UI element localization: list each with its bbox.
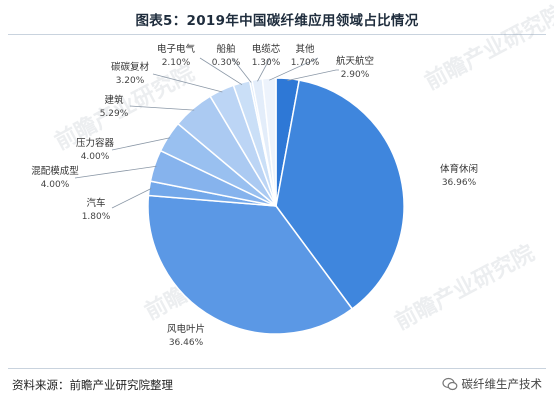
slice-label-0: 航天航空 [336,55,374,67]
leader-line-3 [111,188,152,209]
slice-label-9: 船舶 [216,43,235,55]
watermark-2: 前瞻产业研究院 [421,0,554,95]
title-divider [8,34,546,35]
slice-label-7: 碳碳复材 [111,61,150,73]
slice-label-10: 电缆芯 [252,43,281,55]
leader-line-6 [129,105,195,111]
wechat-credit: 碳纤维生产技术 [441,376,543,392]
slice-value-5: 4.00% [81,152,110,162]
slice-label-6: 建筑 [104,94,124,106]
pie-slice-11 [261,77,277,207]
title-bar: 图表5：2019年中国碳纤维应用领域占比情况 [0,0,554,36]
leader-line-8 [199,57,243,86]
slice-value-6: 5.29% [100,109,129,119]
pie-slice-1 [275,79,405,310]
leader-line-4 [74,165,157,179]
slice-value-3: 1.80% [82,212,111,222]
leader-line-7 [152,73,223,93]
slice-label-1: 体育休闲 [440,163,478,175]
pie-slice-2 [147,194,354,335]
slice-value-0: 2.90% [341,70,370,80]
slice-label-2: 风电叶片 [167,323,205,335]
watermark-3: 前瞻产业研究院 [391,240,539,335]
wechat-icon [441,377,457,391]
slice-label-5: 压力容器 [76,137,115,149]
slice-value-2: 36.46% [169,338,204,348]
slice-value-11: 1.70% [291,58,320,68]
source-note: 资料来源：前瞻产业研究院整理 [12,378,173,392]
slice-value-8: 2.10% [162,58,191,68]
slice-label-11: 其他 [295,43,315,55]
slice-value-10: 1.30% [252,58,281,68]
slice-value-7: 3.20% [116,76,145,86]
footer: 资料来源：前瞻产业研究院整理 碳纤维生产技术 [0,368,554,404]
slice-value-1: 36.96% [442,178,477,188]
pie-chart: 前瞻产业研究院前瞻产业研究院前瞻产业研究院前瞻产业研究院前瞻产业研究院航天航空2… [31,0,554,348]
chart-title: 图表5：2019年中国碳纤维应用领域占比情况 [135,13,419,29]
slice-label-4: 混配模成型 [31,165,79,177]
slice-value-9: 0.30% [212,58,241,68]
slice-label-3: 汽车 [86,197,105,209]
leader-line-11 [269,57,319,81]
leader-line-0 [287,69,339,81]
leader-line-5 [111,137,171,151]
slice-label-8: 电子电气 [157,43,196,55]
slice-value-4: 4.00% [41,180,70,190]
leader-line-10 [257,57,271,82]
leader-line-9 [231,57,252,83]
wechat-account-name: 碳纤维生产技术 [461,377,543,391]
footer-divider [8,368,546,369]
